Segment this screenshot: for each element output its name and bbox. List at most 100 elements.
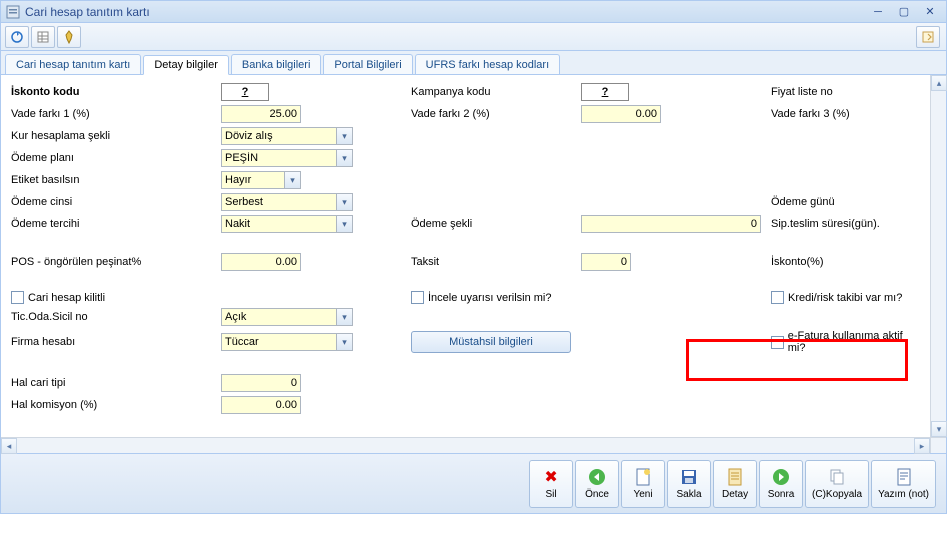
scroll-track[interactable]	[17, 438, 914, 453]
toolbar-pin-button[interactable]	[57, 26, 81, 48]
tab-portal-bilgileri[interactable]: Portal Bilgileri	[323, 54, 412, 74]
cari-hesap-kilitli-row: Cari hesap kilitli	[11, 291, 221, 304]
scroll-track[interactable]	[931, 91, 946, 421]
efatura-row: e-Fatura kullanıma aktif mi?	[771, 330, 920, 354]
yazim-button[interactable]: Yazım (not)	[871, 460, 936, 508]
kopyala-button[interactable]: (C)Kopyala	[805, 460, 869, 508]
hal-cari-tipi-input[interactable]	[221, 374, 301, 392]
label-odeme-cinsi: Ödeme cinsi	[11, 196, 221, 208]
label-odeme-gunu: Ödeme günü	[771, 196, 920, 208]
sil-button[interactable]: ✖ Sil	[529, 460, 573, 508]
label-vade-farki-3: Vade farkı 3 (%)	[771, 108, 920, 120]
odeme-tercihi-select[interactable]: Nakit ▾	[221, 215, 353, 233]
maximize-button[interactable]: ▢	[892, 4, 916, 20]
vade-farki-1-input[interactable]	[221, 105, 301, 123]
label-hal-komisyon: Hal komisyon (%)	[11, 399, 221, 411]
label-vade-farki-1: Vade farkı 1 (%)	[11, 108, 221, 120]
tab-banka-bilgileri[interactable]: Banka bilgileri	[231, 54, 321, 74]
label-kur-hesaplama: Kur hesaplama şekli	[11, 130, 221, 142]
yeni-button[interactable]: Yeni	[621, 460, 665, 508]
sakla-button[interactable]: Sakla	[667, 460, 711, 508]
mustahsil-label: Müstahsil bilgileri	[449, 336, 533, 348]
tab-ufrs-hesap[interactable]: UFRS farkı hesap kodları	[415, 54, 561, 74]
label-taksit: Taksit	[411, 256, 581, 268]
footer-toolbar: ✖ Sil Önce Yeni Sakla Detay	[1, 453, 946, 513]
app-window: Cari hesap tanıtım kartı ─ ▢ ✕ Cari hesa…	[0, 0, 947, 514]
label-cari-hesap-kilitli: Cari hesap kilitli	[28, 292, 105, 304]
toolbar-refresh-button[interactable]	[5, 26, 29, 48]
vertical-scrollbar[interactable]: ▴ ▾	[930, 75, 946, 437]
odeme-cinsi-select[interactable]: Serbest ▾	[221, 193, 353, 211]
hal-komisyon-input[interactable]	[221, 396, 301, 414]
once-label: Önce	[585, 489, 609, 500]
chevron-down-icon: ▾	[336, 128, 352, 144]
toolbar-export-button[interactable]	[916, 26, 940, 48]
once-button[interactable]: Önce	[575, 460, 619, 508]
efatura-checkbox[interactable]	[771, 336, 784, 349]
taksit-input[interactable]	[581, 253, 631, 271]
minimize-button[interactable]: ─	[866, 4, 890, 20]
form-panel: İskonto kodu ? Kampanya kodu ? Fiyat lis…	[1, 75, 930, 437]
pos-pesinat-input[interactable]	[221, 253, 301, 271]
copy-icon	[827, 467, 847, 487]
scroll-down-button[interactable]: ▾	[931, 421, 947, 437]
kampanya-kodu-lookup-button[interactable]: ?	[581, 83, 629, 101]
toolbar	[1, 23, 946, 51]
label-kampanya-kodu: Kampanya kodu	[411, 86, 581, 98]
label-tic-oda-sicil: Tic.Oda.Sicil no	[11, 311, 221, 323]
tic-oda-sicil-select[interactable]: Açık ▾	[221, 308, 353, 326]
tab-detay-bilgiler[interactable]: Detay bilgiler	[143, 55, 229, 75]
iskonto-kodu-lookup-button[interactable]: ?	[221, 83, 269, 101]
chevron-down-icon: ▾	[336, 309, 352, 325]
firma-hesabi-value: Tüccar	[225, 336, 336, 348]
cari-hesap-kilitli-checkbox[interactable]	[11, 291, 24, 304]
scroll-corner	[930, 437, 946, 453]
mustahsil-bilgileri-button[interactable]: Müstahsil bilgileri	[411, 331, 571, 353]
label-odeme-plani: Ödeme planı	[11, 152, 221, 164]
chevron-down-icon: ▾	[284, 172, 300, 188]
firma-hesabi-select[interactable]: Tüccar ▾	[221, 333, 353, 351]
sonra-button[interactable]: Sonra	[759, 460, 803, 508]
toolbar-grid-button[interactable]	[31, 26, 55, 48]
etiket-basilsin-value: Hayır	[225, 174, 284, 186]
scroll-right-button[interactable]: ▸	[914, 438, 930, 454]
odeme-cinsi-value: Serbest	[225, 196, 336, 208]
chevron-down-icon: ▾	[336, 334, 352, 350]
horizontal-scrollbar[interactable]: ◂ ▸	[1, 437, 930, 453]
titlebar: Cari hesap tanıtım kartı ─ ▢ ✕	[1, 1, 946, 23]
vade-farki-2-input[interactable]	[581, 105, 661, 123]
tab-cari-hesap[interactable]: Cari hesap tanıtım kartı	[5, 54, 141, 74]
odeme-plani-value: PEŞİN	[225, 152, 336, 164]
yeni-label: Yeni	[633, 489, 652, 500]
detay-label: Detay	[722, 489, 748, 500]
save-icon	[679, 467, 699, 487]
kur-hesaplama-select[interactable]: Döviz alış ▾	[221, 127, 353, 145]
content-area: İskonto kodu ? Kampanya kodu ? Fiyat lis…	[1, 75, 946, 453]
label-odeme-sekli: Ödeme şekli	[411, 218, 581, 230]
label-odeme-tercihi: Ödeme tercihi	[11, 218, 221, 230]
odeme-plani-select[interactable]: PEŞİN ▾	[221, 149, 353, 167]
close-button[interactable]: ✕	[918, 4, 942, 20]
label-sip-teslim: Sip.teslim süresi(gün).	[771, 218, 920, 230]
sonra-label: Sonra	[768, 489, 795, 500]
tic-oda-sicil-value: Açık	[225, 311, 336, 323]
scroll-up-button[interactable]: ▴	[931, 75, 947, 91]
chevron-down-icon: ▾	[336, 194, 352, 210]
note-icon	[894, 467, 914, 487]
label-vade-farki-2: Vade farkı 2 (%)	[411, 108, 581, 120]
label-efatura: e-Fatura kullanıma aktif mi?	[788, 330, 920, 354]
etiket-basilsin-select[interactable]: Hayır ▾	[221, 171, 301, 189]
window-title: Cari hesap tanıtım kartı	[25, 5, 864, 19]
label-iskonto-kodu: İskonto kodu	[11, 86, 221, 98]
incele-uyarisi-checkbox[interactable]	[411, 291, 424, 304]
incele-uyarisi-row: İncele uyarısı verilsin mi?	[411, 291, 771, 304]
kredi-risk-checkbox[interactable]	[771, 291, 784, 304]
odeme-sekli-input[interactable]	[581, 215, 761, 233]
label-fiyat-liste-no: Fiyat liste no	[771, 86, 920, 98]
label-firma-hesabi: Firma hesabı	[11, 336, 221, 348]
detay-button[interactable]: Detay	[713, 460, 757, 508]
label-kredi-risk: Kredi/risk takibi var mı?	[788, 292, 902, 304]
yazim-label: Yazım (not)	[878, 489, 929, 500]
scroll-left-button[interactable]: ◂	[1, 438, 17, 454]
kopyala-label: (C)Kopyala	[812, 489, 862, 500]
